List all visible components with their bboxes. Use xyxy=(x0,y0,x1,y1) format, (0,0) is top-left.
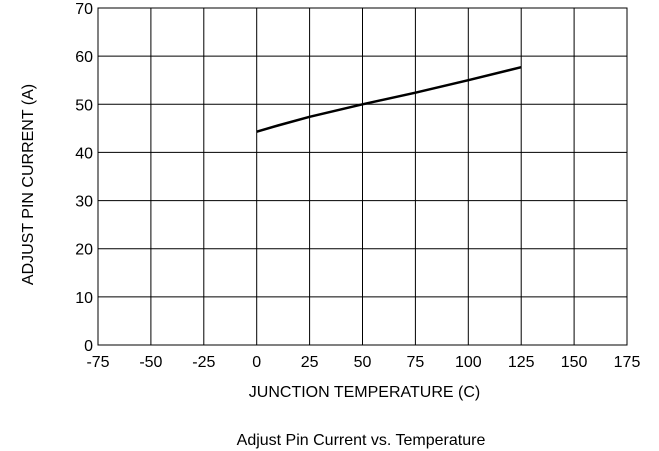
plot-frame xyxy=(97,7,628,346)
x-tick-label: 25 xyxy=(301,354,319,371)
x-tick-label: 150 xyxy=(561,354,588,371)
y-tick-label: 60 xyxy=(75,49,93,66)
x-tick-label: -50 xyxy=(139,354,162,371)
y-tick-label: 10 xyxy=(75,290,93,307)
y-tick-label: 50 xyxy=(75,97,93,114)
x-axis-title: JUNCTION TEMPERATURE (C) xyxy=(249,384,480,401)
y-tick-label: 20 xyxy=(75,242,93,259)
grid xyxy=(98,8,627,345)
x-tick-label: 0 xyxy=(252,354,261,371)
y-tick-label: 0 xyxy=(84,338,93,355)
y-tick-label: 70 xyxy=(75,1,93,18)
y-tick-labels: 0 10 20 30 40 50 60 70 xyxy=(75,1,93,355)
x-tick-label: 50 xyxy=(354,354,372,371)
series-line-0 xyxy=(256,65,522,133)
x-tick-label: 75 xyxy=(407,354,425,371)
x-tick-label: 125 xyxy=(508,354,535,371)
series-layer xyxy=(256,65,522,133)
y-tick-label: 40 xyxy=(75,145,93,162)
y-tick-label: 30 xyxy=(75,194,93,211)
x-tick-label: -25 xyxy=(192,354,215,371)
x-tick-label: 100 xyxy=(455,354,482,371)
x-tick-label: 175 xyxy=(614,354,641,371)
chart-caption: Adjust Pin Current vs. Temperature xyxy=(237,432,486,449)
y-axis-title: ADJUST PIN CURRENT (A) xyxy=(20,84,37,285)
x-tick-label: -75 xyxy=(86,354,109,371)
x-tick-labels: -75 -50 -25 0 25 50 75 100 125 150 175 xyxy=(86,354,640,371)
